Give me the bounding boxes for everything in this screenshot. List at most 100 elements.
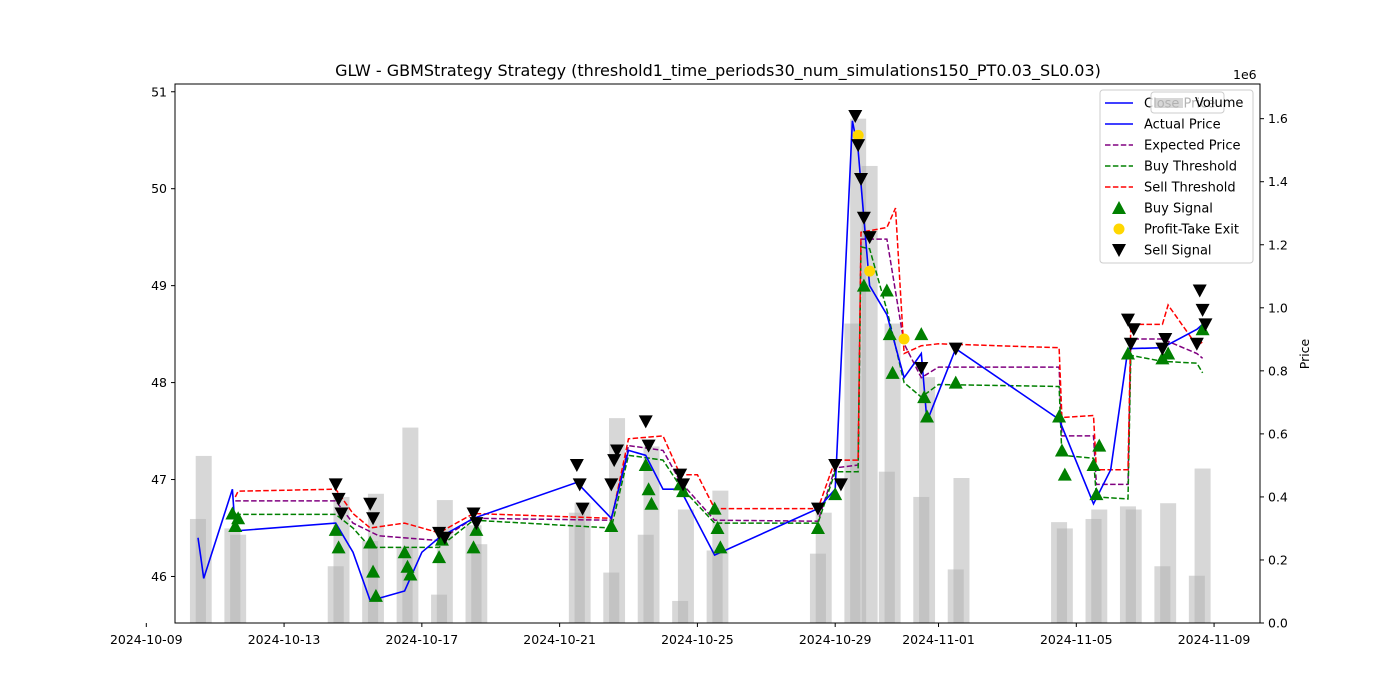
y2-tick-label: 1.2 xyxy=(1268,237,1288,252)
legend-swatch xyxy=(1112,244,1126,257)
volume-bar xyxy=(884,323,901,623)
sell-signal-marker xyxy=(833,478,848,492)
buy-signal-marker xyxy=(228,519,243,533)
y2-tick-label: 0.8 xyxy=(1268,363,1288,378)
volume-bar xyxy=(919,377,936,623)
buy-signal-marker xyxy=(713,540,728,554)
y-tick-label: 49 xyxy=(151,278,167,293)
sell-signal-marker xyxy=(810,502,825,516)
y2-tick-label: 0.2 xyxy=(1268,552,1288,567)
buy-signal-marker xyxy=(1057,467,1072,481)
buy-threshold-line xyxy=(235,245,1204,549)
legend-label: Actual Price xyxy=(1144,118,1221,133)
x-tick-label: 2024-10-21 xyxy=(523,632,596,647)
volume-bar xyxy=(471,544,488,623)
buy-signal-marker xyxy=(856,278,871,292)
y-tick-label: 47 xyxy=(151,472,167,487)
buy-signal-marker xyxy=(397,545,412,559)
sell-signal-marker xyxy=(469,517,484,531)
volume-bar xyxy=(1160,503,1177,623)
y2-tick-label: 1.6 xyxy=(1268,111,1288,126)
sell-signal-marker xyxy=(854,173,869,187)
x-tick-label: 2024-10-09 xyxy=(110,632,183,647)
buy-signal-marker xyxy=(710,520,725,534)
volume-bar xyxy=(861,165,878,623)
buy-signal-marker xyxy=(331,540,346,554)
buy-signal-marker xyxy=(1161,346,1176,360)
legend-label: Buy Threshold xyxy=(1144,160,1237,175)
sell-signal-marker xyxy=(604,478,619,492)
volume-legend-swatch xyxy=(1155,98,1183,108)
x-tick-label: 2024-10-25 xyxy=(661,632,734,647)
volume-bar xyxy=(1056,528,1073,623)
y-tick-label: 50 xyxy=(151,181,167,196)
profit-take-marker xyxy=(852,129,864,141)
sell-signal-marker xyxy=(331,492,346,506)
buy-signal-marker xyxy=(948,375,963,389)
sell-signal-marker xyxy=(856,211,871,225)
volume-bar xyxy=(643,446,660,623)
buy-signal-marker xyxy=(466,540,481,554)
sell-signal-marker xyxy=(914,362,929,376)
sell-signal-marker xyxy=(610,444,625,458)
volume-legend-label: Volume xyxy=(1195,96,1243,111)
y2-tick-label: 0.4 xyxy=(1268,489,1288,504)
buy-signal-marker xyxy=(363,535,378,549)
buy-signal-marker xyxy=(231,511,246,525)
sell-threshold-line xyxy=(234,207,1204,534)
x-tick-label: 2024-11-01 xyxy=(902,632,975,647)
y2-axis-label: Price xyxy=(1297,338,1312,369)
profit-take-marker xyxy=(898,333,910,345)
profit-take-marker xyxy=(864,265,876,277)
sell-signal-marker xyxy=(673,468,688,482)
axes: 2024-10-09 2024-10-13 2024-10-17 2024-10-21… xyxy=(110,84,1288,647)
y2-tick-label: 1.0 xyxy=(1268,300,1288,315)
legend-box xyxy=(1099,89,1254,264)
volume-bar xyxy=(1194,468,1211,623)
buy-signal-marker xyxy=(1086,457,1101,471)
legend-label: Buy Signal xyxy=(1144,202,1213,217)
buy-signal-marker xyxy=(368,588,383,602)
sell-signal-marker xyxy=(466,507,481,521)
sell-signal-marker xyxy=(1155,342,1170,356)
buy-signal-marker xyxy=(920,409,935,423)
legend-swatch xyxy=(1113,223,1125,235)
x-tick-label: 2024-10-13 xyxy=(248,632,321,647)
sell-signal-marker xyxy=(328,478,343,492)
sell-signal-marker xyxy=(1189,337,1204,351)
volume-bar xyxy=(1091,509,1108,623)
buy-signal-marker xyxy=(1092,438,1107,452)
sell-signal-marker xyxy=(569,458,584,472)
sell-signal-marker xyxy=(676,478,691,492)
y2-offset-label: 1e6 xyxy=(1233,67,1257,82)
buy-signal-marker xyxy=(403,567,418,581)
volume-bar xyxy=(574,503,591,623)
sell-signal-marker xyxy=(1195,303,1210,317)
sell-signal-marker xyxy=(851,139,866,153)
buy-signal-marker xyxy=(882,327,897,341)
volume-bar xyxy=(953,478,970,623)
y2-tick-label: 0.6 xyxy=(1268,426,1288,441)
sell-signal-marker xyxy=(1198,318,1213,332)
volume-bars xyxy=(189,118,1211,623)
legend-label: Sell Signal xyxy=(1144,244,1212,259)
volume-bar xyxy=(609,418,626,623)
buy-signal-marker xyxy=(879,283,894,297)
sell-signal-marker xyxy=(1123,337,1138,351)
chart-title: GLW - GBMStrategy Strategy (threshold1_t… xyxy=(335,61,1101,81)
y2-tick-label: 1.4 xyxy=(1268,174,1288,189)
sell-signal-marker xyxy=(862,231,877,245)
buy-signal-marker xyxy=(641,482,656,496)
buy-signal-marker xyxy=(885,365,900,379)
y2-tick-label: 0.0 xyxy=(1268,616,1288,631)
legend-label: Sell Threshold xyxy=(1144,181,1236,196)
sell-signal-marker xyxy=(437,531,452,545)
buy-signal-marker xyxy=(917,390,932,404)
volume-bar xyxy=(815,512,832,623)
sell-signal-marker xyxy=(334,507,349,521)
sell-signal-marker xyxy=(1158,332,1173,346)
signal-markers xyxy=(225,109,1213,602)
sell-signal-marker xyxy=(638,415,653,429)
